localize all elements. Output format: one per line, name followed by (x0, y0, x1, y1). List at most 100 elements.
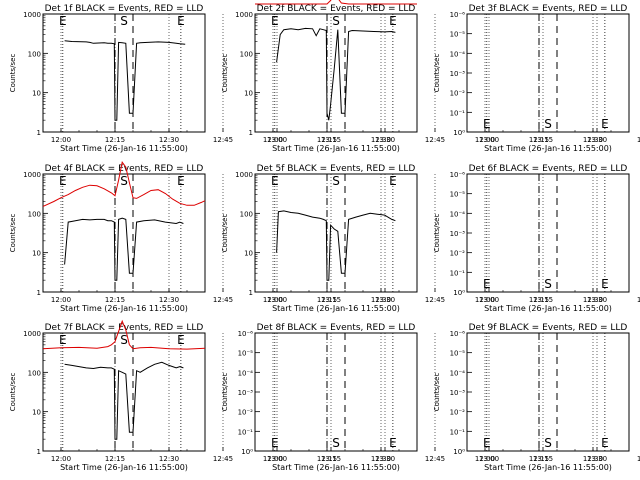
x-tick-label: 13:30 (375, 455, 395, 463)
y-tick-label: 1 (37, 129, 41, 137)
y-tick-label: 10 (32, 409, 41, 417)
x-tick-label: 12:00 (475, 455, 495, 463)
chart-panel-9f: Det 9f BLACK = Events, RED = LLD 12:00 12:… (433, 323, 640, 472)
s-marker-label: S (120, 333, 128, 347)
e-marker-label: E (271, 436, 279, 450)
plot-frame (42, 332, 206, 452)
x-tick-label: 12:45 (637, 455, 640, 463)
x-axis-label: Start Time (26-Jan-16 11:55:00) (60, 144, 188, 153)
x-tick-label: 12:30 (583, 296, 603, 304)
y-tick-label: 10 (32, 90, 41, 98)
y-tick-label: 10⁻⁴ (238, 369, 254, 377)
y-tick-label: 1000 (23, 171, 41, 179)
chart-panel-4f: Det 4f BLACK = Events, RED = LLD 12:00 12:… (9, 160, 395, 313)
chart-title: Det 4f BLACK = Events, RED = LLD (45, 164, 204, 174)
y-tick-label: 10⁻⁴ (450, 210, 466, 218)
x-tick-label: 12:00 (51, 296, 71, 304)
x-tick-label: 13:30 (375, 296, 395, 304)
x-tick-label: 13:30 (587, 296, 607, 304)
x-tick-label: 13:00 (267, 296, 287, 304)
e-marker-label: E (601, 117, 609, 131)
y-tick-label: 100 (240, 50, 253, 58)
plot-frame (254, 13, 418, 133)
x-tick-label: 12:15 (529, 455, 549, 463)
y-tick-label: 10⁻¹ (238, 428, 254, 436)
x-tick-label: 12:45 (425, 136, 445, 144)
series-line-lld (42, 319, 206, 350)
e-marker-label: E (483, 117, 491, 131)
y-tick-label: 1 (37, 448, 41, 456)
y-axis-label: Counts/sec (221, 373, 229, 412)
y-tick-label: 10⁻¹ (450, 269, 466, 277)
y-tick-label: 1000 (235, 171, 253, 179)
y-tick-label: 10⁻⁴ (450, 50, 466, 58)
y-tick-label: 10⁻⁶ (238, 330, 254, 338)
x-tick-label: 12:00 (263, 296, 283, 304)
x-tick-label: 13:00 (267, 136, 287, 144)
y-tick-label: 10⁻⁵ (450, 350, 466, 358)
s-marker-label: S (332, 14, 340, 28)
y-tick-label: 10⁻¹ (450, 428, 466, 436)
y-tick-label: 10⁻³ (238, 389, 254, 397)
x-axis-label: Start Time (26-Jan-16 11:55:00) (272, 463, 400, 472)
x-tick-label: 13:15 (533, 296, 553, 304)
x-tick-label: 12:00 (51, 136, 71, 144)
x-tick-label: 12:45 (425, 296, 445, 304)
x-tick-label: 12:30 (583, 455, 603, 463)
x-tick-label: 12:00 (51, 455, 71, 463)
y-tick-label: 10⁻⁵ (450, 191, 466, 199)
y-tick-label: 1 (37, 289, 41, 297)
x-axis-label: Start Time (26-Jan-16 11:55:00) (60, 463, 188, 472)
y-axis-label: Counts/sec (221, 214, 229, 253)
series-line-events (64, 361, 184, 440)
e-marker-label: E (59, 14, 67, 28)
chart-title: Det 3f BLACK = Events, RED = LLD (469, 4, 628, 14)
x-tick-label: 12:30 (159, 136, 179, 144)
y-tick-label: 10 (32, 250, 41, 258)
s-marker-label: S (332, 436, 340, 450)
chart-panel-1f: Det 1f BLACK = Events, RED = LLD 12:00 12:… (9, 4, 395, 153)
y-tick-label: 10⁻⁶ (450, 330, 466, 338)
x-tick-label: 12:00 (475, 136, 495, 144)
y-tick-label: 10⁰ (453, 129, 465, 137)
x-tick-label: 13:15 (533, 136, 553, 144)
x-tick-label: 13:30 (587, 455, 607, 463)
y-tick-label: 10⁻⁶ (450, 11, 466, 19)
x-tick-label: 12:45 (213, 136, 233, 144)
x-tick-label: 12:15 (529, 136, 549, 144)
e-marker-label: E (59, 333, 67, 347)
series-line-events (64, 40, 186, 121)
x-tick-label: 12:15 (529, 296, 549, 304)
y-axis-label: Counts/sec (9, 54, 17, 93)
series-line-events (64, 217, 184, 281)
x-tick-label: 12:45 (637, 296, 640, 304)
chart-title: Det 6f BLACK = Events, RED = LLD (469, 164, 628, 174)
y-tick-label: 100 (28, 50, 41, 58)
chart-title: Det 9f BLACK = Events, RED = LLD (469, 323, 628, 333)
x-axis-label: Start Time (26-Jan-16 11:55:00) (272, 304, 400, 313)
chart-panel-6f: Det 6f BLACK = Events, RED = LLD 12:00 12:… (433, 164, 640, 313)
chart-panel-8f: Det 8f BLACK = Events, RED = LLD 12:00 12:… (221, 323, 607, 472)
x-axis-label: Start Time (26-Jan-16 11:55:00) (484, 463, 612, 472)
x-tick-label: 12:15 (317, 455, 337, 463)
s-marker-label: S (120, 14, 128, 28)
plot-frame (42, 13, 206, 133)
x-tick-label: 12:15 (317, 296, 337, 304)
plot-frame (466, 332, 630, 452)
x-tick-label: 13:30 (587, 136, 607, 144)
y-tick-label: 10⁻² (238, 409, 254, 417)
x-axis-label: Start Time (26-Jan-16 11:55:00) (484, 144, 612, 153)
e-marker-label: E (483, 436, 491, 450)
x-tick-label: 12:45 (213, 455, 233, 463)
chart-title: Det 5f BLACK = Events, RED = LLD (257, 164, 416, 174)
e-marker-label: E (177, 174, 185, 188)
x-tick-label: 12:45 (213, 296, 233, 304)
y-tick-label: 100 (28, 369, 41, 377)
y-tick-label: 10⁻² (450, 250, 466, 258)
y-tick-label: 10⁻² (450, 90, 466, 98)
e-marker-label: E (177, 333, 185, 347)
x-tick-label: 12:15 (105, 136, 125, 144)
y-tick-label: 10⁻² (450, 409, 466, 417)
chart-panel-7f: Det 7f BLACK = Events, RED = LLD 12:00 12:… (9, 319, 395, 472)
x-tick-label: 12:00 (263, 136, 283, 144)
